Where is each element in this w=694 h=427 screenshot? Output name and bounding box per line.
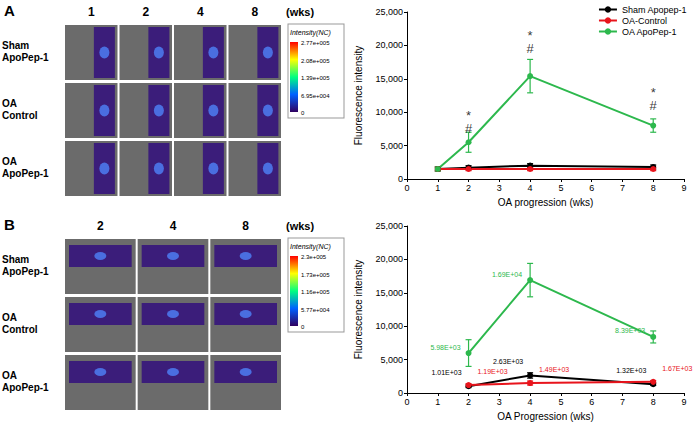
svg-text:OAControl: OAControl (2, 312, 38, 335)
svg-text:8: 8 (251, 5, 258, 19)
svg-text:8: 8 (242, 219, 249, 233)
svg-text:OAApoPep-1: OAApoPep-1 (2, 156, 49, 179)
svg-text:OAApoPep-1: OAApoPep-1 (2, 370, 49, 393)
svg-text:OA Progression (wks): OA Progression (wks) (497, 411, 594, 422)
svg-text:(wks): (wks) (286, 6, 314, 18)
svg-text:8: 8 (651, 183, 656, 193)
svg-text:B: B (4, 216, 15, 233)
svg-text:2: 2 (97, 219, 104, 233)
svg-text:5.77e+004: 5.77e+004 (301, 307, 330, 313)
svg-text:1.16e+005: 1.16e+005 (301, 289, 330, 295)
svg-text:1: 1 (435, 397, 440, 407)
svg-text:#: # (526, 41, 534, 56)
svg-text:2.3e+005: 2.3e+005 (301, 254, 327, 260)
svg-text:1.39e+005: 1.39e+005 (301, 75, 330, 81)
svg-text:0: 0 (301, 324, 305, 330)
svg-text:Intensity(NC): Intensity(NC) (290, 29, 331, 37)
svg-text:Sham Apopep-1: Sham Apopep-1 (622, 5, 687, 15)
svg-text:25,000: 25,000 (375, 7, 403, 17)
svg-text:2.63E+03: 2.63E+03 (493, 358, 523, 365)
svg-text:7: 7 (620, 183, 625, 193)
svg-text:Intensity(NC): Intensity(NC) (290, 243, 331, 251)
svg-text:10,000: 10,000 (375, 321, 403, 331)
svg-text:2: 2 (142, 5, 149, 19)
svg-text:ShamApoPep-1: ShamApoPep-1 (2, 254, 49, 277)
svg-text:OA progression (wks): OA progression (wks) (498, 197, 594, 208)
svg-text:Fluorescence intensity: Fluorescence intensity (353, 260, 364, 360)
svg-text:1.01E+03: 1.01E+03 (431, 369, 461, 376)
svg-text:15,000: 15,000 (375, 288, 403, 298)
svg-text:6.95e+004: 6.95e+004 (301, 93, 330, 99)
svg-text:4: 4 (528, 397, 533, 407)
svg-text:8: 8 (651, 397, 656, 407)
svg-text:1.69E+04: 1.69E+04 (492, 271, 522, 278)
svg-text:0: 0 (398, 174, 403, 184)
svg-text:4: 4 (528, 183, 533, 193)
svg-text:1.49E+03: 1.49E+03 (539, 366, 569, 373)
svg-text:0: 0 (398, 388, 403, 398)
svg-text:2: 2 (466, 397, 471, 407)
svg-text:25,000: 25,000 (375, 221, 403, 231)
svg-text:#: # (650, 98, 658, 113)
svg-text:OA ApoPep-1: OA ApoPep-1 (622, 27, 677, 37)
svg-text:5.98E+03: 5.98E+03 (430, 344, 460, 351)
svg-text:20,000: 20,000 (375, 40, 403, 50)
svg-text:8.39E+03: 8.39E+03 (615, 327, 645, 334)
svg-text:9: 9 (681, 183, 686, 193)
svg-text:3: 3 (497, 183, 502, 193)
svg-text:4: 4 (197, 5, 204, 19)
svg-text:0: 0 (301, 110, 305, 116)
svg-text:1: 1 (88, 5, 95, 19)
svg-text:#: # (465, 121, 473, 136)
svg-text:15,000: 15,000 (375, 74, 403, 84)
svg-text:1.73e+005: 1.73e+005 (301, 272, 330, 278)
svg-text:6: 6 (589, 183, 594, 193)
svg-text:OA-Control: OA-Control (622, 16, 667, 26)
svg-text:3: 3 (497, 397, 502, 407)
svg-text:2.08e+005: 2.08e+005 (301, 58, 330, 64)
svg-text:5: 5 (558, 397, 563, 407)
svg-text:20,000: 20,000 (375, 254, 403, 264)
svg-text:1: 1 (435, 183, 440, 193)
svg-text:5,000: 5,000 (380, 355, 403, 365)
svg-text:1.67E+03: 1.67E+03 (662, 365, 692, 372)
svg-text:2: 2 (466, 183, 471, 193)
svg-text:1.32E+03: 1.32E+03 (616, 367, 646, 374)
svg-text:0: 0 (404, 397, 409, 407)
svg-text:ShamApoPep-1: ShamApoPep-1 (2, 40, 49, 63)
svg-text:10,000: 10,000 (375, 107, 403, 117)
svg-text:5,000: 5,000 (380, 141, 403, 151)
svg-text:0: 0 (404, 183, 409, 193)
svg-text:Fluorescence intensity: Fluorescence intensity (353, 46, 364, 146)
svg-text:4: 4 (170, 219, 177, 233)
svg-text:7: 7 (620, 397, 625, 407)
svg-text:A: A (4, 2, 15, 19)
svg-text:2.77e+005: 2.77e+005 (301, 40, 330, 46)
svg-text:6: 6 (589, 397, 594, 407)
svg-text:(wks): (wks) (286, 220, 314, 232)
svg-text:OAControl: OAControl (2, 98, 38, 121)
svg-text:9: 9 (681, 397, 686, 407)
svg-text:1.19E+03: 1.19E+03 (477, 368, 507, 375)
svg-text:5: 5 (558, 183, 563, 193)
